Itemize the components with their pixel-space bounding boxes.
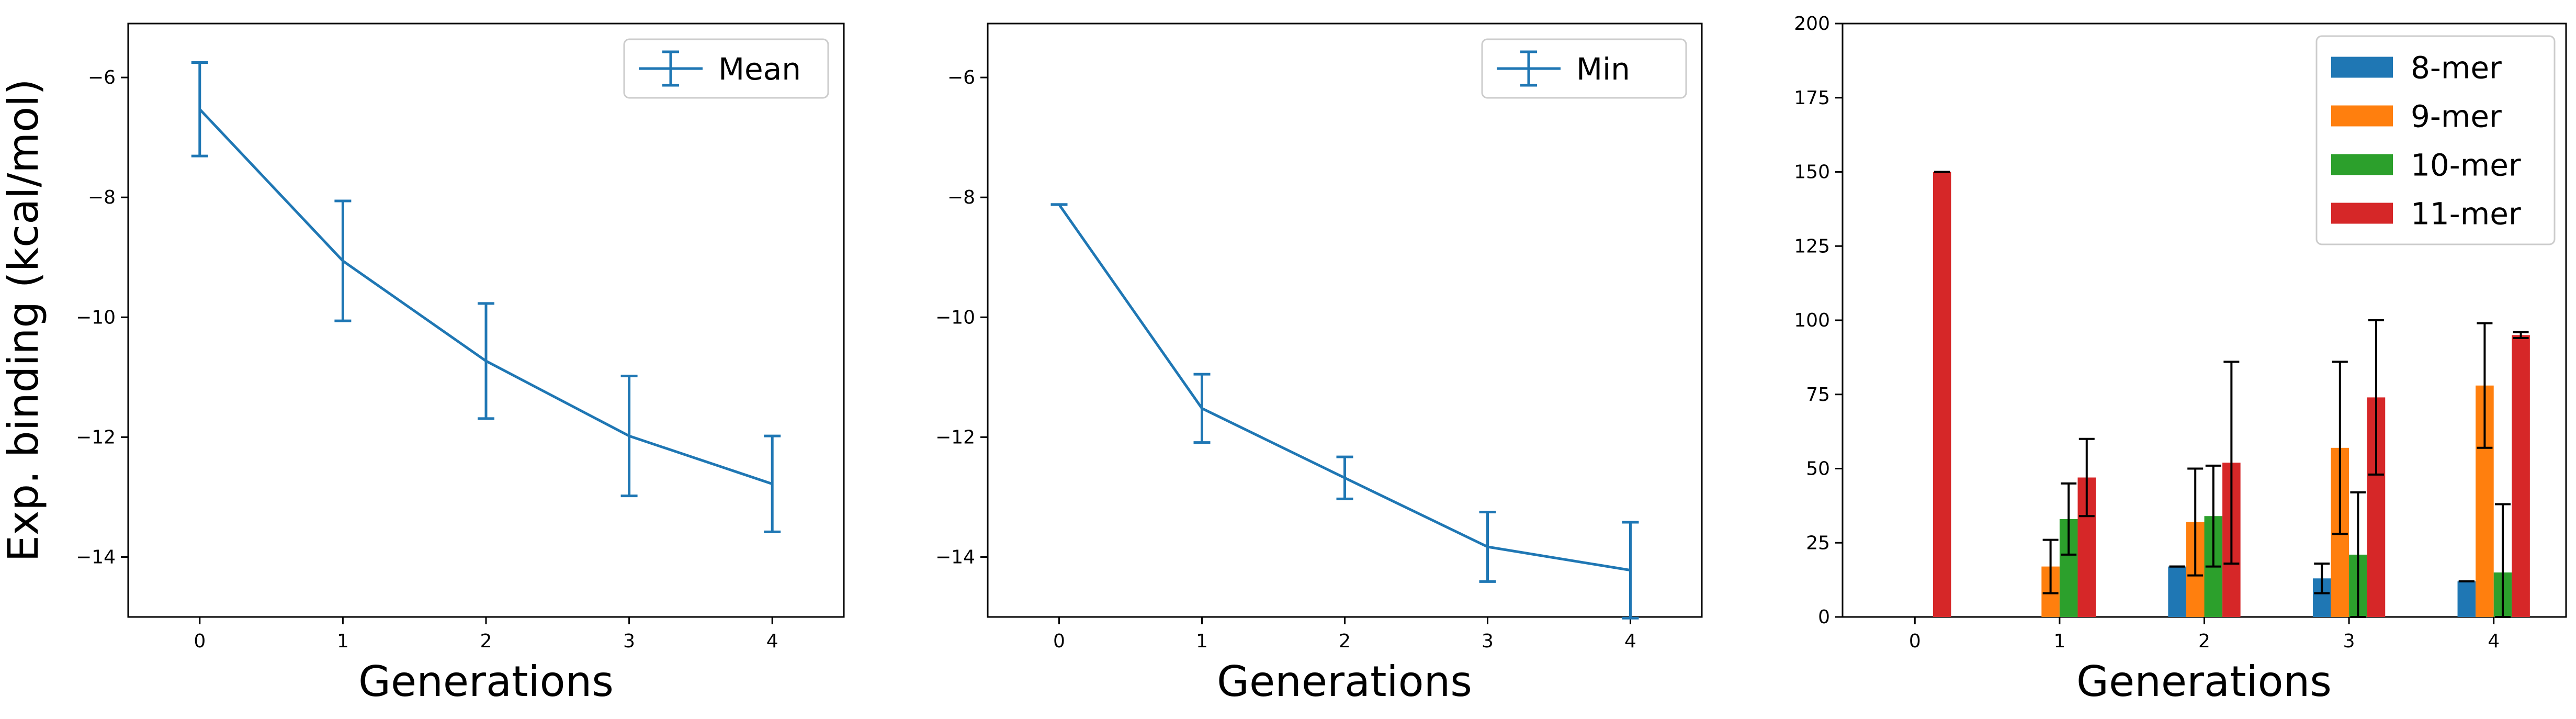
plot-area-mean: 0 1 2 3 4 −6 −8 −10 −12 −14 Mean — [76, 23, 845, 652]
error-bar — [2078, 437, 2095, 518]
legend-swatch-8-mer — [2331, 57, 2393, 78]
y-tick-label: 200 — [1794, 13, 1830, 35]
x-tick-label: 4 — [766, 631, 778, 652]
legend-label: 9-mer — [2411, 99, 2502, 134]
x-tick-label: 1 — [2053, 631, 2065, 652]
bar-11-mer-gen0 — [1933, 172, 1951, 617]
y-tick-label: −6 — [947, 67, 975, 88]
y-tick-label: 150 — [1794, 162, 1830, 183]
error-bar — [1622, 521, 1639, 620]
y-tick-label: 0 — [1818, 606, 1830, 628]
error-bar — [2477, 322, 2493, 449]
x-tick-label: 1 — [337, 631, 349, 652]
error-bar — [2494, 503, 2511, 618]
x-tick-label: 3 — [1482, 631, 1494, 652]
error-bar — [1479, 511, 1496, 583]
x-tick-label: 0 — [194, 631, 206, 652]
error-bar — [2350, 491, 2366, 618]
y-tick-label: 75 — [1806, 384, 1830, 406]
error-bar — [2187, 467, 2204, 577]
legend-label: 8-mer — [2411, 50, 2502, 86]
y-tick-label: −10 — [76, 307, 116, 328]
error-bar — [2205, 464, 2221, 568]
x-tick-label: 0 — [1053, 631, 1065, 652]
y-tick-label: 125 — [1794, 235, 1830, 257]
x-tick-label: 3 — [623, 631, 635, 652]
y-tick-label: 175 — [1794, 87, 1830, 109]
x-axis-title-counts: Generations — [2076, 657, 2332, 706]
legend-box — [623, 38, 829, 99]
x-axis-title-mean: Generations — [358, 657, 614, 706]
legend: Mean — [623, 38, 829, 99]
x-axis-title-min: Generations — [1217, 657, 1472, 706]
x-tick-label: 4 — [2488, 631, 2500, 652]
bar-11-mer-gen4 — [2512, 335, 2530, 617]
legend-label: Mean — [718, 51, 801, 87]
legend-label: 10-mer — [2411, 148, 2521, 183]
x-tick-label: 4 — [1624, 631, 1636, 652]
y-tick-label: −14 — [76, 546, 116, 568]
error-bar — [334, 199, 352, 322]
x-tick-label: 2 — [2198, 631, 2210, 652]
legend-box — [2315, 35, 2556, 245]
legend-swatch-10-mer — [2331, 154, 2393, 175]
error-bar — [620, 375, 638, 498]
error-bar — [2332, 361, 2348, 535]
legend-swatch-11-mer — [2331, 203, 2393, 224]
x-tick-label: 3 — [2343, 631, 2355, 652]
y-tick-label: 100 — [1794, 310, 1830, 331]
legend-swatch-9-mer — [2331, 105, 2393, 127]
error-bar — [764, 434, 781, 533]
legend-label: Min — [1576, 51, 1630, 87]
chart-panel-min: 0 1 2 3 4 −6 −8 −10 −12 −14 Min Generations — [935, 23, 1703, 706]
x-tick-label: 0 — [1909, 631, 1921, 652]
y-tick-label: −12 — [935, 426, 975, 448]
y-axis-title: Exp. binding (kcal/mol) — [0, 78, 48, 561]
bar-8-mer-gen4 — [2457, 581, 2476, 617]
y-tick-label: 50 — [1806, 458, 1830, 480]
plot-area-counts: 0 1 2 3 4 0 25 50 75 100 125 150 175 200 8-mer 9-mer 10-… — [1794, 13, 2567, 652]
plot-area-min: 0 1 2 3 4 −6 −8 −10 −12 −14 Min — [935, 23, 1703, 652]
chart-panel-mean: 0 1 2 3 4 −6 −8 −10 −12 −14 Mean Generations — [76, 23, 845, 706]
legend: 8-mer 9-mer 10-mer 11-mer — [2315, 35, 2556, 245]
y-tick-label: 25 — [1806, 532, 1830, 554]
error-bar — [2314, 562, 2330, 594]
chart-panel-counts: 0 1 2 3 4 0 25 50 75 100 125 150 175 200 8-mer 9-mer 10-… — [1794, 13, 2567, 706]
error-bar — [2368, 319, 2384, 476]
y-tick-label: −12 — [76, 426, 116, 448]
legend: Min — [1481, 38, 1687, 99]
y-tick-label: −8 — [947, 187, 975, 208]
error-bar — [2042, 538, 2059, 594]
y-tick-label: −10 — [935, 307, 975, 328]
error-bar — [1336, 455, 1353, 500]
y-tick-label: −14 — [935, 546, 975, 568]
y-tick-label: −6 — [88, 67, 116, 88]
error-bar — [2513, 331, 2529, 340]
bar-8-mer-gen2 — [2168, 566, 2186, 617]
x-tick-label: 2 — [1339, 631, 1351, 652]
y-tick-label: −8 — [88, 187, 116, 208]
error-bar — [1193, 373, 1211, 444]
error-bar — [2223, 361, 2240, 565]
x-tick-label: 2 — [480, 631, 492, 652]
error-bar — [478, 302, 494, 420]
legend-box — [1481, 38, 1687, 99]
x-tick-label: 1 — [1196, 631, 1208, 652]
legend-label: 11-mer — [2411, 196, 2521, 232]
error-bar — [191, 61, 208, 158]
error-bar — [2061, 482, 2077, 556]
